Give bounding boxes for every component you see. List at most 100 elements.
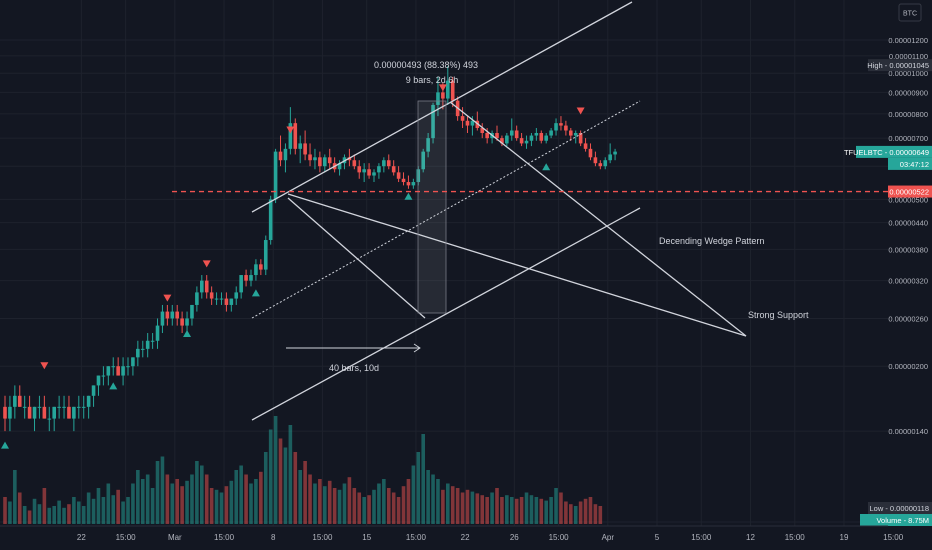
volume-bar xyxy=(372,489,376,524)
wedge-left-line[interactable] xyxy=(287,197,426,319)
candle xyxy=(195,286,199,312)
volume-bar xyxy=(160,456,165,524)
measure-box[interactable] xyxy=(417,100,447,314)
candle-body xyxy=(524,140,529,144)
buy-signal-marker xyxy=(542,163,551,171)
candle xyxy=(357,160,362,179)
candle xyxy=(583,138,588,152)
candle xyxy=(175,304,179,326)
volume-bar xyxy=(298,470,302,524)
channel-upper-line[interactable] xyxy=(251,1,633,213)
sell-signal-marker xyxy=(202,260,211,268)
candle xyxy=(249,269,253,287)
volume-bar xyxy=(485,497,489,524)
candle xyxy=(131,357,135,376)
time-tick-label: 15:00 xyxy=(883,533,904,542)
volume-bar xyxy=(259,471,263,524)
last-price-tag[interactable]: TFUELBTC - 0.00000649 xyxy=(844,145,932,158)
candle-body xyxy=(549,130,553,136)
candle-body xyxy=(170,311,175,319)
volume-bar xyxy=(377,483,381,524)
candle-body xyxy=(337,163,342,170)
time-tick-label: 15:00 xyxy=(312,533,333,542)
volume-bar xyxy=(106,483,111,524)
volume-tag[interactable]: Volume - 8.75M xyxy=(860,514,932,526)
candle xyxy=(273,148,278,204)
grid xyxy=(0,0,894,526)
candle xyxy=(126,357,130,376)
candle-body xyxy=(229,298,234,305)
candle-body xyxy=(27,406,32,419)
volume-bar xyxy=(13,470,17,524)
volume-bar xyxy=(67,504,71,524)
volume-bar xyxy=(534,497,539,524)
signal-markers xyxy=(1,84,585,449)
time-axis[interactable]: 22 15:00 Mar 15:00 8 15:00 15 15:00 22 26 15:00 Apr… xyxy=(0,525,904,550)
price-tags: High - 0.00001045 TFUELBTC - 0.00000649 03… xyxy=(844,59,932,526)
price-tick-label: 0.00000700 xyxy=(888,134,928,143)
candle xyxy=(96,375,101,396)
candle xyxy=(165,304,170,326)
candle xyxy=(67,395,71,419)
candle xyxy=(362,163,366,183)
candle xyxy=(539,130,544,144)
candle xyxy=(450,76,455,108)
volume-bar xyxy=(52,506,56,524)
candle-body xyxy=(136,348,140,358)
volume-bar xyxy=(101,497,106,524)
countdown-tag[interactable]: 03:47:12 xyxy=(888,157,932,170)
candle-body xyxy=(234,292,239,299)
channel-lower-line[interactable] xyxy=(251,207,641,421)
candle xyxy=(509,118,514,141)
candle-body xyxy=(554,123,558,131)
candle-body xyxy=(509,130,514,136)
candle-body xyxy=(91,385,96,396)
candle-body xyxy=(583,143,588,149)
volume-bar xyxy=(554,488,558,524)
volume-bar xyxy=(91,498,96,524)
volume-bar xyxy=(578,501,583,524)
price-axis[interactable]: BTC 0.00001200 0.00001100 0.00001000 0.0000… xyxy=(888,0,932,550)
candle xyxy=(549,128,553,139)
support-price-tag-text: 0.00000522 xyxy=(889,188,929,197)
candle xyxy=(308,143,312,167)
candle xyxy=(544,133,548,144)
volume-bar xyxy=(165,474,170,524)
candle xyxy=(268,195,273,245)
candle xyxy=(111,357,116,376)
candle-body xyxy=(185,318,189,326)
volume-bar xyxy=(386,488,391,524)
candle xyxy=(204,275,209,299)
currency-label: BTC xyxy=(903,11,917,18)
volume-bar xyxy=(318,479,322,524)
candle xyxy=(81,395,86,419)
high-price-tag[interactable]: High - 0.00001045 xyxy=(867,59,932,72)
volume-bar xyxy=(254,479,258,524)
candle-body xyxy=(431,104,435,139)
volume-bar xyxy=(204,474,209,524)
time-tick-label: 5 xyxy=(655,533,660,542)
volume-bar xyxy=(441,489,445,524)
candle-body xyxy=(396,172,401,179)
candle-body xyxy=(278,151,283,161)
candle-body xyxy=(175,311,179,319)
volume-bar xyxy=(337,489,342,524)
wedge-upper-line[interactable] xyxy=(287,193,747,337)
currency-badge[interactable] xyxy=(898,3,922,22)
volume-bar xyxy=(180,486,184,524)
support-price-tag[interactable]: 0.00000522 xyxy=(888,185,932,198)
candle-body xyxy=(386,160,391,167)
low-price-tag[interactable]: Low - 0.00000118 xyxy=(868,502,932,514)
volume-bar xyxy=(195,461,199,524)
candle xyxy=(209,286,214,305)
volume-bar xyxy=(495,488,499,524)
candle-body xyxy=(239,275,243,293)
volume-bar xyxy=(131,483,135,524)
candle xyxy=(283,143,288,173)
wedge-lower-line[interactable] xyxy=(449,101,747,337)
candle-body xyxy=(460,116,465,121)
candle-body xyxy=(593,157,598,164)
volume-bar xyxy=(406,479,411,524)
candle-body xyxy=(367,169,371,176)
